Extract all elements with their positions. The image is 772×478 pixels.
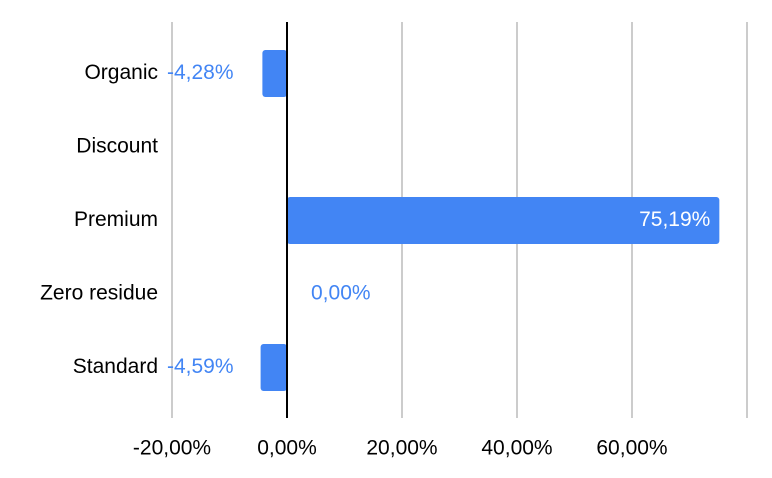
category-label: Discount: [76, 135, 158, 158]
data-label: -4,28%: [167, 61, 234, 84]
x-tick-label: 60,00%: [596, 437, 667, 460]
x-tick-labels: -20,00% 0,00% 20,00% 40,00% 60,00%: [133, 437, 668, 460]
x-tick-label: 0,00%: [257, 437, 317, 460]
x-tick-label: 20,00%: [366, 437, 437, 460]
category-label: Standard: [73, 355, 158, 378]
bar: [260, 344, 287, 391]
category-label: Zero residue: [40, 282, 158, 305]
data-label: -4,59%: [167, 355, 234, 378]
x-tick-label: -20,00%: [133, 437, 211, 460]
bar: [287, 197, 720, 244]
bar: [262, 50, 287, 97]
data-labels: -4,28% 75,19% 0,00% -4,59%: [167, 61, 710, 378]
bars: [260, 50, 720, 391]
data-label: 0,00%: [311, 282, 371, 305]
category-label: Premium: [74, 208, 158, 231]
data-label: 75,19%: [639, 208, 710, 231]
category-labels: Organic Discount Premium Zero residue Standa…: [40, 61, 158, 378]
category-label: Organic: [84, 61, 158, 84]
x-tick-label: 40,00%: [481, 437, 552, 460]
